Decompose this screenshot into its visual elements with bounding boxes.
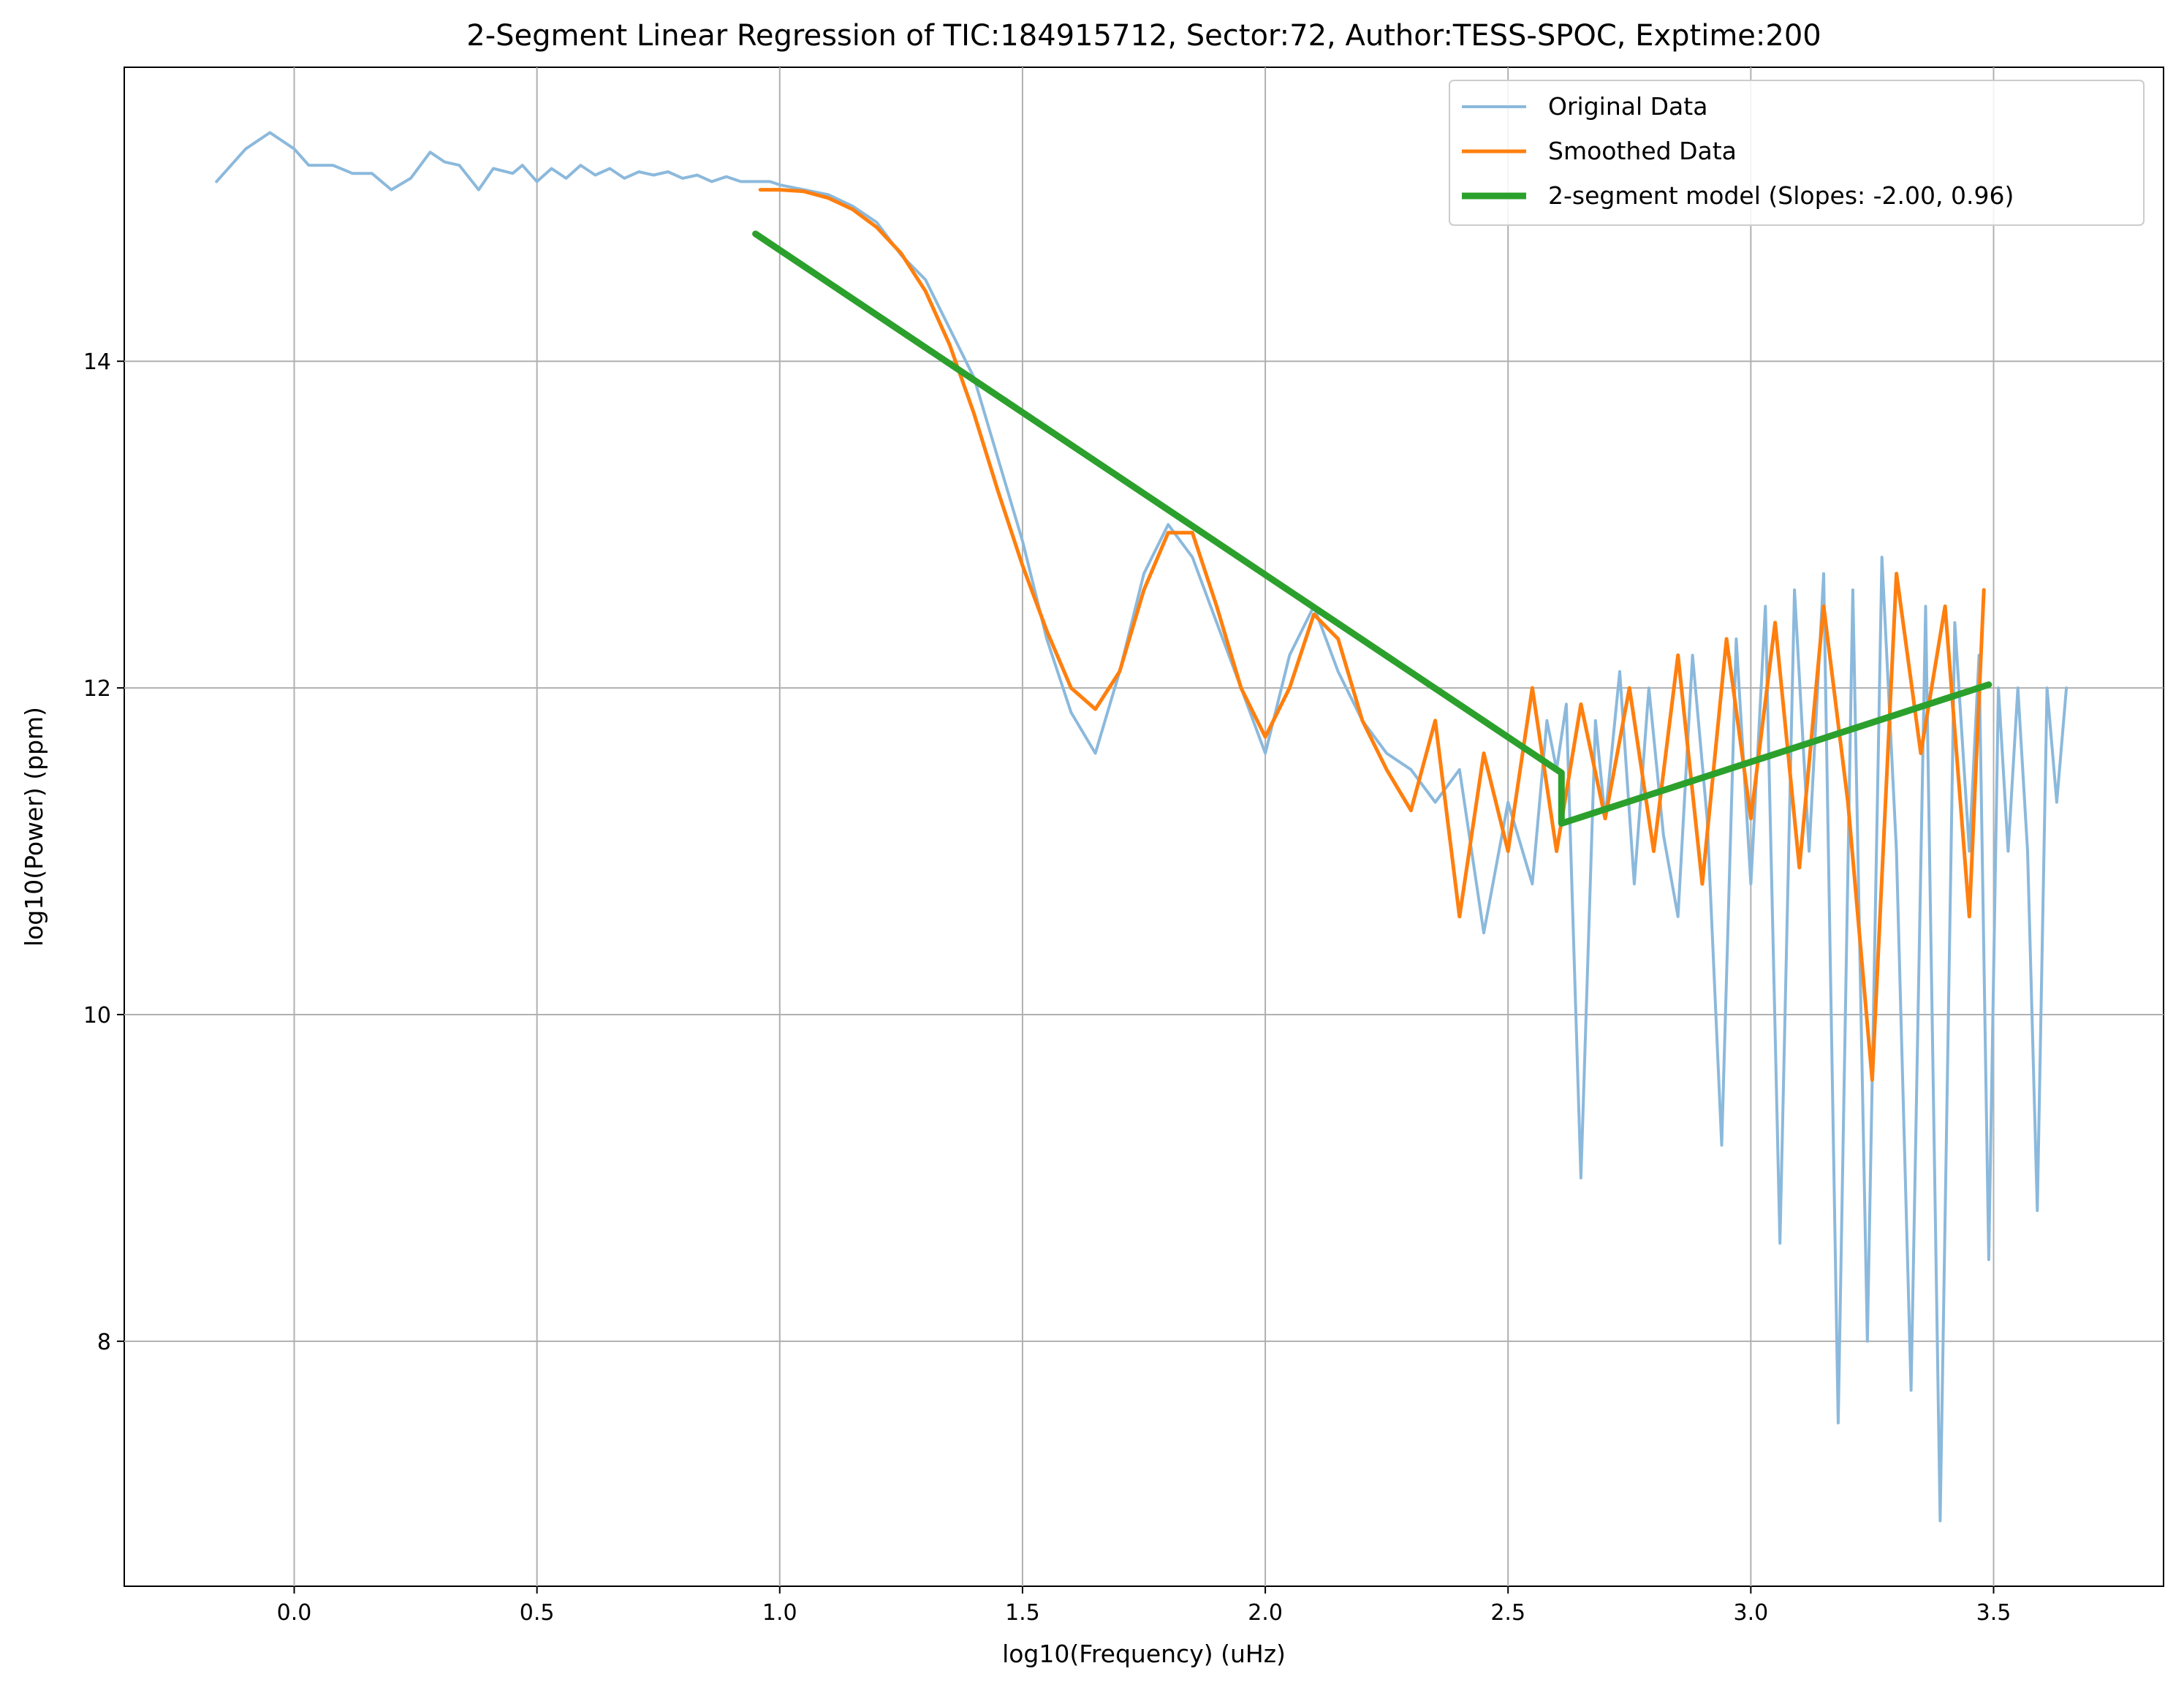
legend-label-original: Original Data [1548,92,1707,121]
grid-lines [124,67,2164,1586]
y-axis: 8 10 12 14 [83,349,124,1355]
series-layer [215,131,2069,1523]
legend-label-model: 2-segment model (Slopes: -2.00, 0.96) [1548,181,2014,210]
y-axis-label: log10(Power) (ppm) [20,707,48,947]
y-tick-label: 8 [97,1330,111,1355]
x-tick-label: 2.0 [1248,1600,1283,1626]
y-tick-label: 12 [83,676,111,702]
x-axis-label: log10(Frequency) (uHz) [1002,1640,1286,1668]
series-smoothed-data-line [758,188,1986,1082]
legend-label-smoothed: Smoothed Data [1548,137,1737,165]
legend-box [1449,80,2145,226]
x-tick-label: 3.5 [1976,1600,2012,1626]
plot-area [124,67,2164,1587]
y-tick-label: 14 [83,349,111,375]
series-2-segment-model-line [752,230,1992,827]
x-tick-label: 2.5 [1490,1600,1525,1626]
x-axis: 0.0 0.5 1.0 1.5 2.0 2.5 3.0 3.5 [277,1586,2012,1626]
y-tick-label: 10 [83,1003,111,1028]
legend: Original Data Smoothed Data 2-segment mo… [1449,80,2145,226]
x-tick-label: 0.0 [277,1600,312,1626]
x-tick-label: 1.0 [762,1600,797,1626]
x-tick-label: 3.0 [1733,1600,1768,1626]
x-tick-label: 0.5 [520,1600,555,1626]
x-tick-label: 1.5 [1005,1600,1040,1626]
chart-title: 2-Segment Linear Regression of TIC:18491… [466,19,1821,53]
